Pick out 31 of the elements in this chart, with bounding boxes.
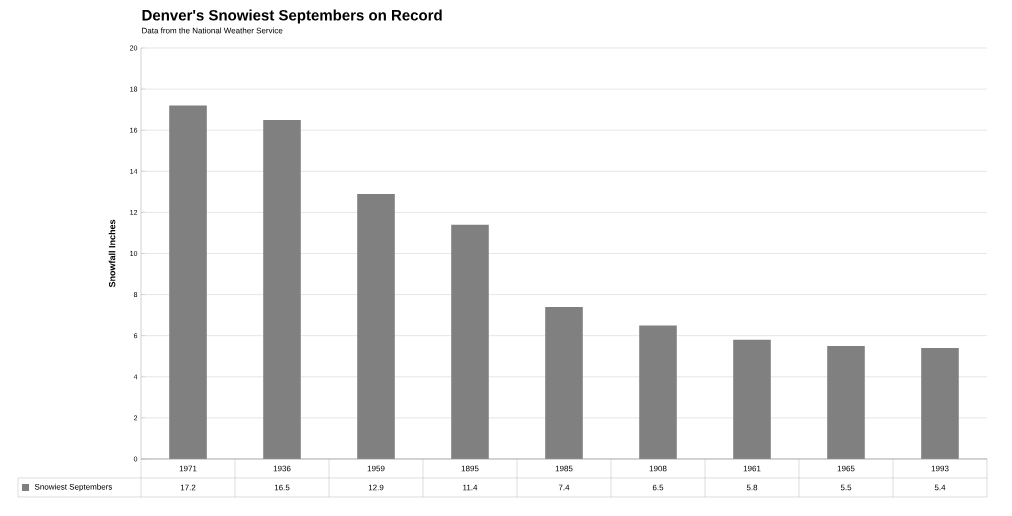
- x-tick-label: 1908: [649, 465, 667, 472]
- legend-label: Snowiest Septembers: [34, 483, 113, 492]
- x-tick-label: 1959: [367, 465, 385, 472]
- data-label: 16.5: [274, 484, 290, 491]
- x-tick-label: 1895: [461, 465, 479, 472]
- bar: [357, 193, 395, 459]
- bar: [921, 348, 959, 459]
- chart-subtitle: Data from the National Weather Service: [142, 27, 283, 34]
- data-label: 5.5: [840, 484, 852, 491]
- bar: [451, 224, 489, 459]
- x-tick-label: 1936: [273, 465, 291, 472]
- bar: [263, 119, 301, 459]
- chart-title: Denver's Snowiest Septembers on Record: [142, 9, 442, 24]
- data-label: 7.4: [558, 484, 570, 491]
- data-label: 17.2: [180, 484, 196, 491]
- data-label: 5.8: [746, 484, 758, 491]
- bar: [827, 345, 865, 459]
- bar: [169, 105, 207, 459]
- data-label: 11.4: [463, 484, 478, 491]
- data-label: 12.9: [368, 484, 384, 491]
- y-axis-title: Snowfall Inches: [108, 219, 116, 288]
- bar: [639, 325, 677, 459]
- x-tick-label: 1971: [179, 465, 197, 472]
- x-tick-label: 1965: [837, 465, 855, 472]
- x-tick-label: 1961: [743, 465, 761, 472]
- x-tick-label: 1993: [931, 465, 949, 472]
- data-label: 5.4: [934, 484, 946, 491]
- bar: [733, 339, 771, 459]
- x-tick-label: 1985: [555, 465, 573, 472]
- data-label: 6.5: [652, 484, 664, 491]
- bar: [545, 306, 583, 459]
